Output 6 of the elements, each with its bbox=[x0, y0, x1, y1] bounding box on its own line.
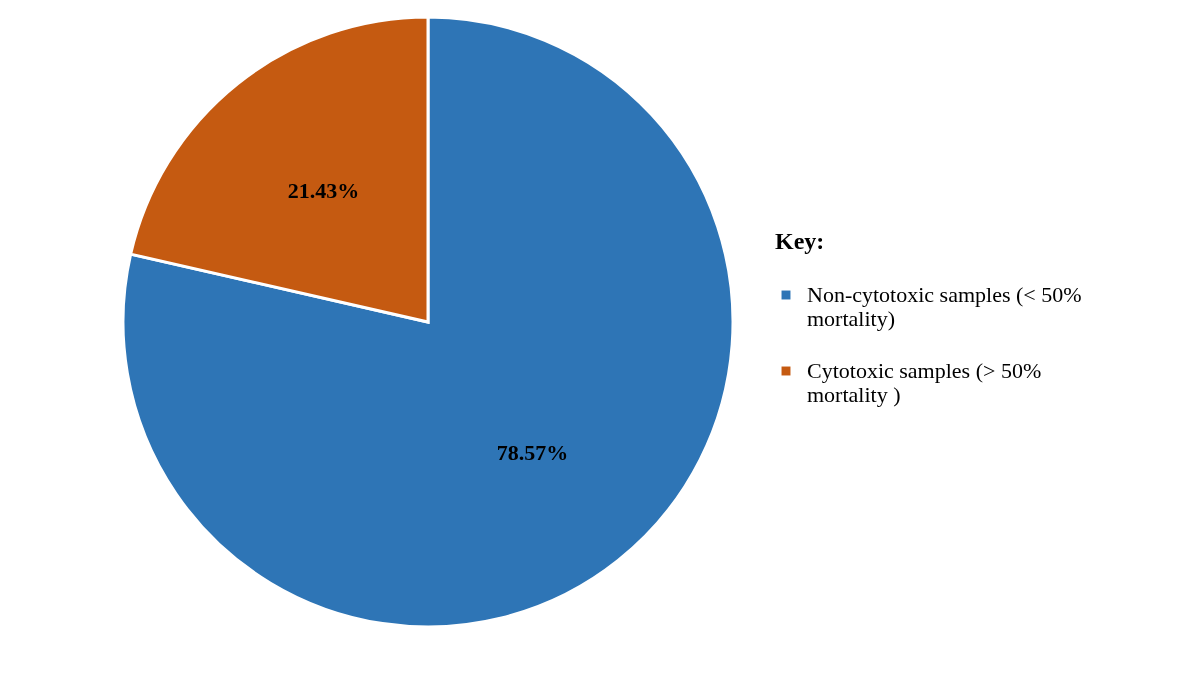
legend-label: Cytotoxic samples (> 50% mortality ) bbox=[807, 358, 1042, 407]
data-label: 78.57% bbox=[496, 440, 569, 466]
legend-label: Non-cytotoxic samples (< 50% mortality) bbox=[807, 282, 1082, 331]
pie-slice bbox=[121, 15, 735, 629]
legend-title: Key: bbox=[775, 228, 825, 254]
data-label: 21.43% bbox=[287, 177, 360, 203]
